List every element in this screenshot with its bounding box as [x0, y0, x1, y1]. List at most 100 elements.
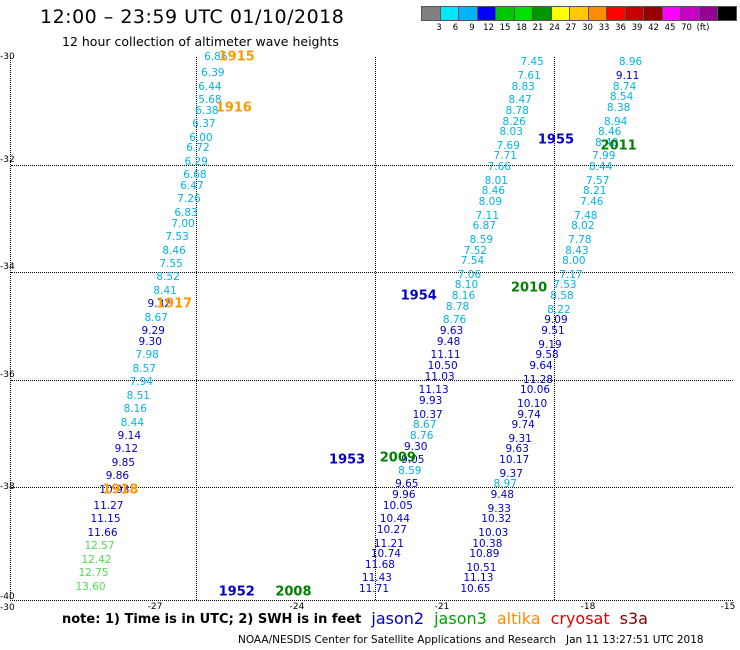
- wave-height-value: 11.71: [358, 582, 389, 595]
- wave-height-value: 6.83: [174, 206, 198, 219]
- wave-height-value: 8.67: [144, 311, 168, 324]
- wave-height-value: 8.74: [612, 80, 637, 93]
- pass-time-label: 1953: [329, 452, 366, 468]
- pass-time-label: 1954: [400, 288, 437, 304]
- wave-height-value: 6.38: [195, 104, 219, 117]
- legend-cryosat: cryosat: [550, 609, 610, 628]
- wave-height-value: 9.30: [404, 440, 428, 453]
- wave-height-value: 11.11: [430, 349, 461, 362]
- wave-height-value: 8.76: [410, 429, 434, 442]
- wave-height-value: 6.37: [192, 117, 216, 130]
- wave-height-value: 10.32: [481, 513, 512, 526]
- wave-height-value: 8.21: [583, 185, 607, 198]
- color-swatch: [587, 6, 607, 21]
- wave-height-value: 6.29: [184, 155, 208, 168]
- color-swatch: [680, 6, 700, 21]
- wave-height-value: 9.37: [499, 467, 523, 480]
- color-swatch: [532, 6, 552, 21]
- wave-height-value: 9.85: [111, 456, 136, 469]
- wave-height-value: 6.86: [204, 50, 228, 63]
- color-scale-label: 33: [598, 23, 610, 33]
- color-scale-label: 3: [436, 23, 442, 33]
- wave-height-value: 8.10: [454, 279, 479, 292]
- wave-height-value: 8.46: [481, 185, 506, 198]
- wave-height-value: 9.14: [117, 429, 142, 442]
- wave-height-value: 7.48: [574, 209, 598, 222]
- longitude-label: -27: [147, 602, 163, 612]
- wave-height-value: 11.03: [424, 370, 455, 383]
- pass-time-label: 1955: [537, 132, 575, 148]
- wave-height-value: 11.28: [523, 373, 554, 386]
- wave-height-value: 8.38: [606, 101, 631, 114]
- wave-height-value: 7.78: [568, 233, 592, 246]
- wave-height-value: 5.68: [198, 93, 222, 106]
- color-swatch: [606, 6, 626, 21]
- wave-height-value: 10.05: [382, 499, 413, 512]
- wave-height-value: 9.63: [505, 443, 529, 456]
- wave-height-value: 7.99: [592, 150, 616, 163]
- meridian-gridline: [374, 57, 376, 600]
- wave-height-value: 6.00: [189, 131, 213, 144]
- note-line: note: 1) Time is in UTC; 2) SWH is in fe…: [62, 609, 648, 631]
- wave-height-value: 9.05: [401, 453, 425, 466]
- wave-height-value: 10.27: [376, 523, 407, 536]
- wave-height-value: 7.71: [493, 150, 517, 163]
- wave-height-value: 13.60: [75, 580, 106, 593]
- wave-height-value: 8.00: [562, 255, 586, 268]
- wave-height-value: 8.78: [445, 300, 470, 313]
- wave-height-value: 7.45: [520, 56, 544, 69]
- wave-height-value: 11.21: [373, 537, 404, 550]
- wave-height-value: 9.19: [538, 338, 562, 351]
- color-scale-label: 6: [452, 23, 459, 33]
- wave-height-value: 12.75: [78, 566, 109, 579]
- wave-height-value: 7.94: [129, 376, 153, 388]
- latitude-label: -38: [0, 482, 15, 492]
- longitude-label: -24: [289, 602, 305, 612]
- pass-time-label: 2008: [275, 584, 312, 600]
- wave-height-value: 8.58: [550, 289, 574, 302]
- wave-height-value: 6.44: [198, 80, 222, 93]
- wave-height-value: 9.09: [544, 314, 568, 327]
- meridian-gridline: [553, 57, 555, 600]
- wave-height-value: 6.68: [183, 169, 207, 182]
- wave-height-value: 7.52: [463, 244, 488, 257]
- latitude-label: -32: [0, 155, 15, 165]
- wave-height-value: 8.03: [499, 126, 523, 139]
- wave-height-value: 9.64: [529, 359, 553, 372]
- color-swatch: [513, 6, 533, 21]
- wave-height-value: 11.27: [93, 499, 124, 512]
- wave-height-value: 7.53: [553, 279, 577, 292]
- wave-height-value: 8.54: [609, 91, 634, 104]
- color-swatch: [476, 6, 496, 21]
- wave-height-value: 8.46: [162, 244, 186, 257]
- color-swatch: [643, 6, 663, 21]
- wave-height-value: 9.33: [487, 502, 511, 515]
- wave-height-value: 8.96: [618, 56, 643, 69]
- pass-time-label: 2011: [600, 138, 637, 154]
- wave-height-value: 7.57: [586, 174, 610, 187]
- wave-height-value: 7.11: [475, 209, 500, 222]
- wave-height-value: 7.54: [460, 255, 485, 268]
- latitude-label: -34: [0, 262, 15, 272]
- wave-height-value: 9.51: [541, 324, 565, 337]
- wave-height-value: 7.69: [496, 139, 520, 152]
- wave-height-value: 9.12: [114, 443, 139, 456]
- color-scale-label: (ft): [696, 23, 710, 33]
- wave-height-value: 9.58: [535, 349, 559, 362]
- wave-height-value: 8.97: [493, 478, 517, 491]
- wave-height-value: 10.51: [466, 561, 497, 574]
- longitude-label: -21: [434, 602, 450, 612]
- pass-time-label: 2010: [511, 280, 548, 296]
- wave-height-value: 6.87: [472, 220, 497, 233]
- wave-height-value: 8.59: [398, 464, 422, 477]
- wave-height-value: 9.48: [490, 488, 514, 501]
- wave-height-value: 8.52: [156, 271, 180, 284]
- wave-height-value: 11.66: [87, 526, 118, 539]
- latitude-label: -36: [0, 370, 15, 380]
- wave-height-value: 8.26: [502, 115, 526, 128]
- wave-height-value: 11.13: [418, 384, 449, 397]
- wave-height-value: 7.53: [165, 230, 189, 243]
- wave-height-value: 7.06: [457, 268, 482, 281]
- wave-height-value: 12.57: [84, 539, 115, 552]
- wave-height-value: 10.44: [379, 513, 410, 526]
